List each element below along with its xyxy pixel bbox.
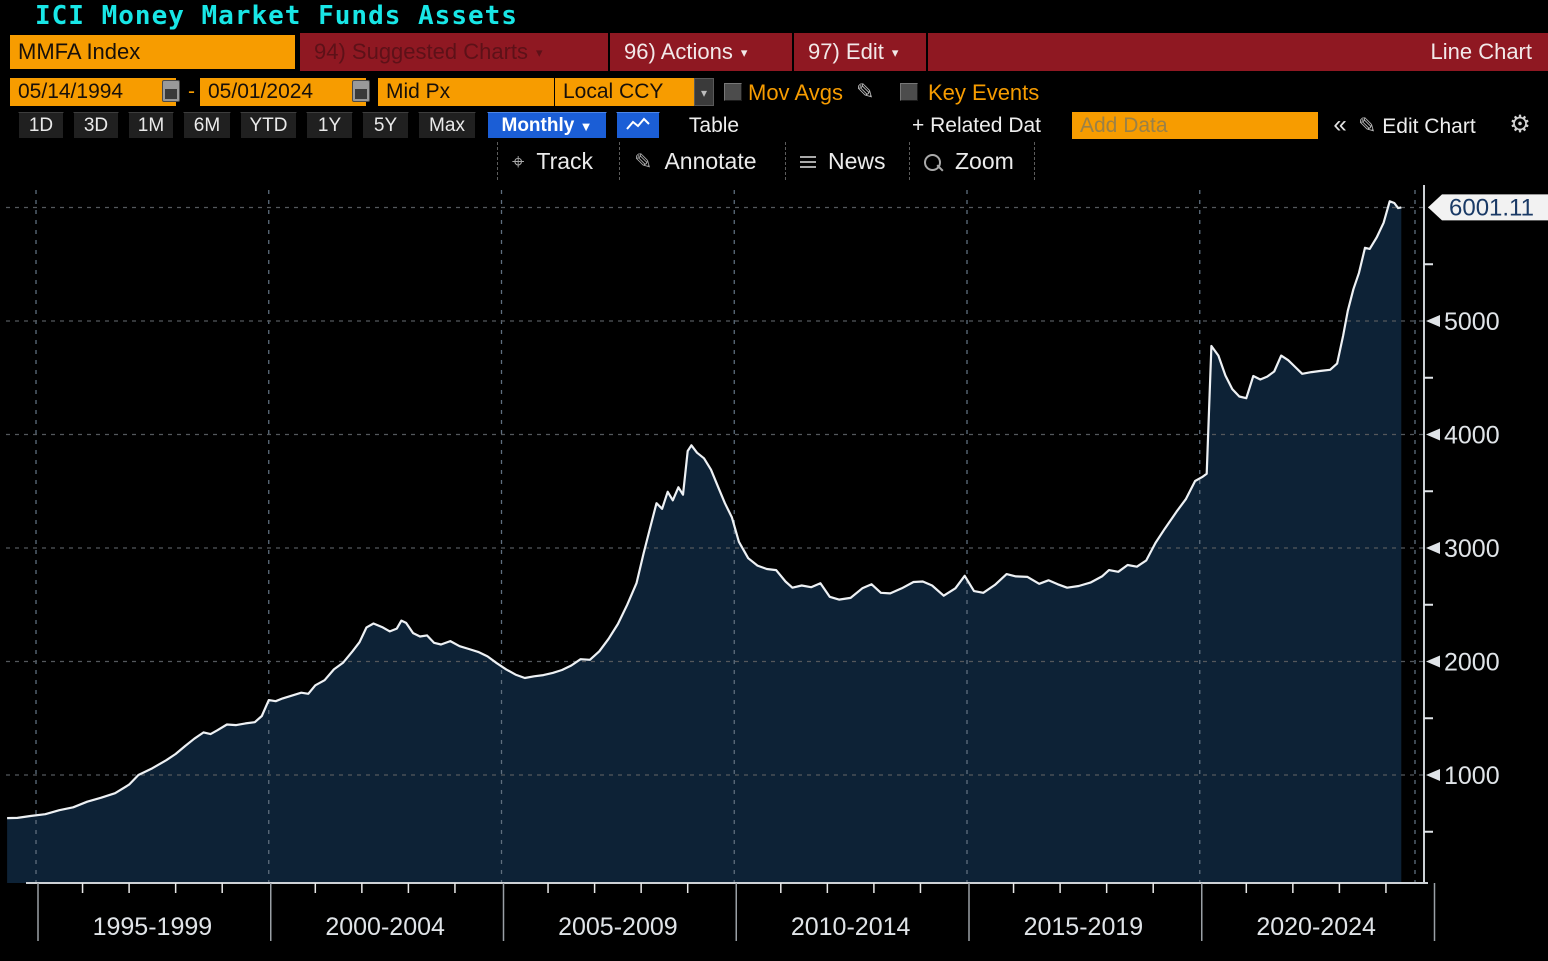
x-axis-label: 2010-2014 — [791, 913, 911, 941]
chart-area[interactable]: 1000 2000 3000 4000 5000 1995-1999 2000-2004 20… — [0, 185, 1548, 956]
chevron-down-icon: ▼ — [579, 119, 593, 134]
calendar-icon[interactable] — [352, 80, 370, 102]
chart-tools-row: ⌖ Track ✎ Annotate News Zoom — [0, 142, 1548, 182]
related-data-button[interactable]: + Related Dat — [912, 114, 1041, 137]
y-tick-arrow — [1426, 315, 1440, 327]
news-button[interactable]: News — [785, 142, 909, 180]
y-axis-label: 4000 — [1444, 422, 1500, 450]
page-title: ICI Money Market Funds Assets — [35, 1, 518, 31]
gear-icon[interactable]: ⚙ — [1509, 111, 1531, 138]
x-axis-label: 1995-1999 — [93, 913, 213, 941]
y-tick-arrow — [1426, 769, 1440, 781]
period-3d-button[interactable]: 3D — [73, 112, 119, 139]
edit-chart-label: Edit Chart — [1382, 115, 1476, 138]
y-tick-arrow — [1426, 542, 1440, 554]
magnifier-icon — [924, 154, 941, 171]
news-lines-icon — [800, 156, 816, 170]
calendar-icon[interactable] — [162, 80, 180, 102]
chevron-down-icon: ▾ — [536, 45, 543, 60]
controls-row: 05/14/1994 - 05/01/2024 Mid Px Local CCY… — [0, 76, 1548, 110]
add-data-input[interactable] — [1072, 112, 1318, 139]
key-events-label[interactable]: Key Events — [928, 80, 1040, 105]
chart-type-label: Line Chart — [928, 33, 1548, 71]
chevron-down-icon: ▾ — [891, 45, 899, 60]
suggested-charts-label: 94) Suggested Charts — [314, 39, 529, 64]
line-chart[interactable]: 1000 2000 3000 4000 5000 1995-1999 2000-2004 20… — [0, 185, 1548, 956]
pencil-icon: ✎ — [1358, 113, 1377, 138]
mov-avgs-checkbox[interactable] — [724, 83, 742, 101]
zoom-label: Zoom — [955, 148, 1014, 174]
edit-menu-button[interactable]: 97) Edit ▾ — [794, 33, 926, 71]
date-from-field[interactable]: 05/14/1994 — [10, 78, 176, 106]
edit-chart-button[interactable]: ✎ Edit Chart — [1358, 112, 1476, 139]
y-tick-arrow — [1426, 655, 1440, 668]
key-events-checkbox[interactable] — [900, 83, 918, 101]
period-6m-button[interactable]: 6M — [183, 112, 231, 139]
date-to-field[interactable]: 05/01/2024 — [200, 78, 366, 106]
suggested-charts-button[interactable]: 94) Suggested Charts ▾ — [300, 33, 608, 71]
period-1m-button[interactable]: 1M — [128, 112, 174, 139]
price-field-select[interactable]: Mid Px — [378, 78, 554, 106]
currency-dropdown-arrow-icon[interactable]: ▾ — [694, 78, 714, 106]
x-axis-label: 2015-2019 — [1024, 913, 1144, 941]
table-button[interactable]: Table — [688, 114, 740, 137]
period-max-button[interactable]: Max — [418, 112, 476, 139]
y-tick-arrow — [1426, 428, 1440, 441]
annotate-label: Annotate — [664, 148, 757, 174]
frequency-dropdown[interactable]: Monthly ▼ — [487, 112, 607, 139]
title-bar: ICI Money Market Funds Assets — [0, 0, 1548, 33]
annotate-button[interactable]: ✎ Annotate — [619, 142, 785, 180]
period-row: 1D 3D 1M 6M YTD 1Y 5Y Max Monthly ▼ Tabl… — [0, 111, 1548, 142]
track-button[interactable]: ⌖ Track — [497, 142, 619, 180]
x-axis-label: 2020-2024 — [1256, 913, 1376, 941]
mov-avgs-pencil-icon[interactable]: ✎ — [856, 79, 875, 104]
track-label: Track — [536, 148, 594, 174]
x-axis-label: 2005-2009 — [558, 913, 678, 941]
period-1d-button[interactable]: 1D — [18, 112, 64, 139]
line-chart-icon-button[interactable] — [616, 112, 660, 139]
period-1y-button[interactable]: 1Y — [306, 112, 353, 139]
currency-select[interactable]: Local CCY — [555, 78, 710, 106]
actions-label: 96) Actions — [624, 39, 733, 64]
period-ytd-button[interactable]: YTD — [240, 112, 297, 139]
mov-avgs-label[interactable]: Mov Avgs — [748, 80, 843, 105]
chevron-down-icon: ▾ — [740, 45, 748, 60]
price-line — [7, 200, 1402, 820]
collapse-button[interactable]: « — [1333, 111, 1347, 138]
last-value-tag — [1428, 194, 1548, 221]
crosshair-icon: ⌖ — [512, 149, 525, 174]
actions-menu-button[interactable]: 96) Actions ▾ — [610, 33, 792, 71]
last-value-label: 6001.11 — [1449, 194, 1534, 221]
y-axis-label: 5000 — [1444, 308, 1500, 336]
frequency-label: Monthly — [501, 115, 575, 136]
pencil-icon: ✎ — [634, 149, 653, 174]
zoom-button[interactable]: Zoom — [909, 142, 1035, 180]
line-chart-icon — [626, 117, 650, 130]
news-label: News — [828, 148, 886, 174]
x-axis-label: 2000-2004 — [325, 913, 445, 941]
date-range-separator: - — [188, 80, 195, 103]
y-axis-label: 2000 — [1444, 649, 1500, 677]
edit-label: 97) Edit — [808, 39, 884, 64]
area-fill — [7, 201, 1402, 884]
period-5y-button[interactable]: 5Y — [362, 112, 409, 139]
y-axis-label: 1000 — [1444, 762, 1500, 790]
main-toolbar: MMFA Index 94) Suggested Charts ▾ 96) Act… — [0, 33, 1548, 71]
y-axis-label: 3000 — [1444, 535, 1500, 563]
security-ticker-field[interactable]: MMFA Index — [10, 35, 295, 69]
